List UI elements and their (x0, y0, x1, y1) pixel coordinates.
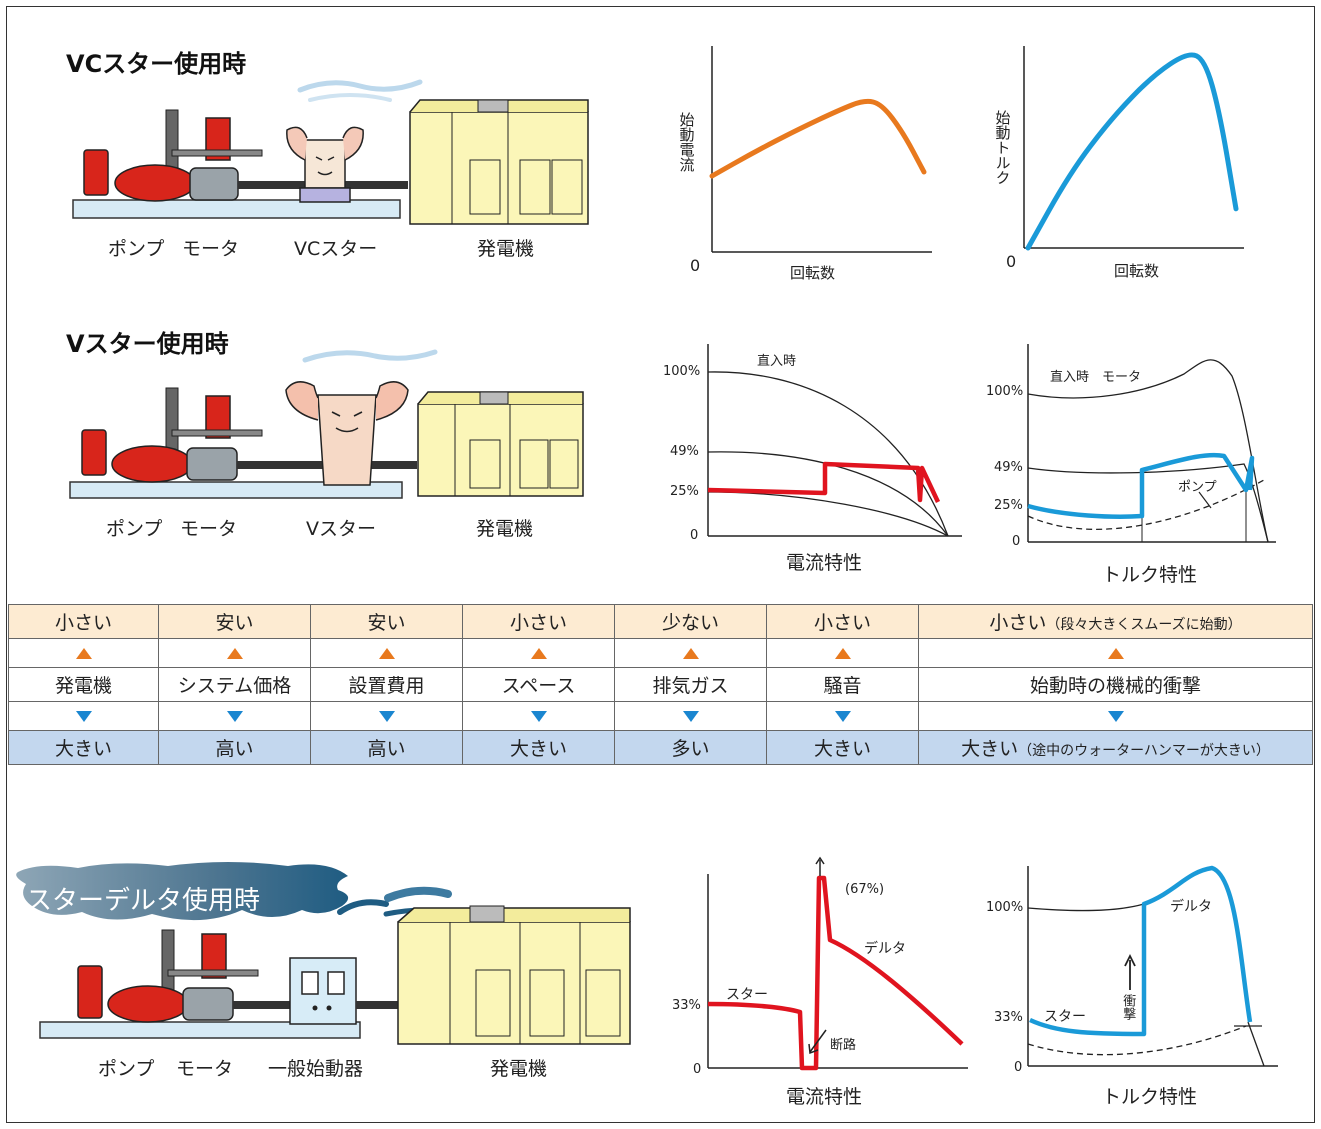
sd-current-tick-33: 33% (672, 998, 701, 1013)
bottom-cell-text: 大きい (814, 738, 871, 760)
v-current-tick-25: 25% (670, 484, 699, 499)
top-cell: 小さい（段々大きくスムーズに始動） (919, 605, 1313, 639)
vc-torque-curve (1028, 55, 1236, 248)
top-cell-text: 小さい (814, 612, 871, 634)
sd-torque-delta-label: デルタ (1170, 896, 1212, 916)
sd-current-tick-0: 0 (693, 1062, 701, 1077)
bottom-cell: 大きい (767, 731, 919, 765)
vc-torque-origin: 0 (1006, 252, 1016, 271)
down-arrow-icon (1108, 711, 1124, 722)
vc-torque-ylabel: 始動トルク (994, 110, 1011, 185)
vc-current-ylabel: 始動電流 (678, 112, 695, 172)
item-cell: 騒音 (767, 668, 919, 702)
sd-current-cut-label: 断路 (830, 1034, 856, 1053)
v-torque-49-curve (1028, 464, 1268, 542)
vc-torque-xlabel: 回転数 (1114, 260, 1159, 281)
up-arrow-icon (683, 648, 699, 659)
v-current-vstar-curve (708, 464, 938, 502)
bottom-cell-note: （途中のウォーターハンマーが大きい） (1018, 743, 1270, 759)
sd-generator-label: 発電機 (490, 1054, 547, 1081)
v-current-tick-49: 49% (670, 444, 699, 459)
sd-torque-tick-33: 33% (994, 1010, 1023, 1025)
item-cell: 始動時の機械的衝撃 (919, 668, 1313, 702)
v-torque-pump-curve (1028, 480, 1264, 529)
sd-torque-impact-label: 衝撃 (1120, 994, 1134, 1020)
v-torque-tick-49: 49% (994, 460, 1023, 475)
v-current-tick-100: 100% (663, 364, 700, 379)
v-torque-direct-label: 直入時 モータ (1050, 366, 1141, 385)
sd-torque-caption: トルク特性 (1102, 1082, 1197, 1109)
bottom-cell: 大きい（途中のウォーターハンマーが大きい） (919, 731, 1313, 765)
v-torque-tick-100: 100% (986, 384, 1023, 399)
sd-torque-tick-100: 100% (986, 900, 1023, 915)
up-arrow-icon (835, 648, 851, 659)
sd-torque-tick-0: 0 (1014, 1060, 1022, 1075)
v-current-caption: 電流特性 (786, 548, 862, 575)
top-cell-text: 小さい (989, 612, 1046, 634)
vc-current-curve (712, 101, 924, 176)
vc-current-origin: 0 (690, 256, 700, 275)
sd-starter-label: 一般始動器 (268, 1054, 363, 1081)
sd-torque-direct-curve (1028, 904, 1144, 911)
vc-current-chart (700, 40, 940, 270)
vc-current-xlabel: 回転数 (790, 262, 835, 283)
down-arrow-icon (835, 711, 851, 722)
sd-pump-label: ポンプ (98, 1054, 154, 1081)
sd-current-caption: 電流特性 (786, 1082, 862, 1109)
v-torque-tick-0: 0 (1012, 534, 1020, 549)
vc-torque-chart (1012, 40, 1252, 270)
v-torque-caption: トルク特性 (1102, 560, 1197, 587)
v-current-tick-0: 0 (690, 528, 698, 543)
v-torque-vstar-curve (1028, 455, 1252, 517)
sd-current-peak-label: (67%) (845, 882, 884, 897)
v-torque-pump-label: ポンプ (1178, 476, 1217, 495)
sd-equipment-illustration (0, 0, 640, 1100)
v-current-direct-curve (708, 372, 948, 536)
bottom-cell-text: 大きい (961, 738, 1018, 760)
v-current-chart (700, 340, 980, 550)
v-current-direct-label: 直入時 (757, 350, 796, 369)
bottom-cell-text: 多い (671, 738, 709, 760)
sd-current-delta-label: デルタ (864, 938, 906, 958)
down-arrow-icon (683, 711, 699, 722)
top-cell-note: （段々大きくスムーズに始動） (1046, 617, 1241, 633)
sd-torque-chart (1026, 862, 1286, 1072)
v-torque-tick-25: 25% (994, 498, 1023, 513)
sd-motor-label: モータ (176, 1054, 233, 1081)
top-cell-text: 少ない (662, 612, 719, 634)
top-cell: 小さい (767, 605, 919, 639)
up-arrow-icon (1108, 648, 1124, 659)
sd-section-title: スターデルタ使用時 (26, 880, 260, 917)
sd-current-star-label: スター (726, 984, 768, 1004)
sd-torque-star-label: スター (1044, 1006, 1086, 1026)
v-current-25-curve (708, 492, 948, 536)
